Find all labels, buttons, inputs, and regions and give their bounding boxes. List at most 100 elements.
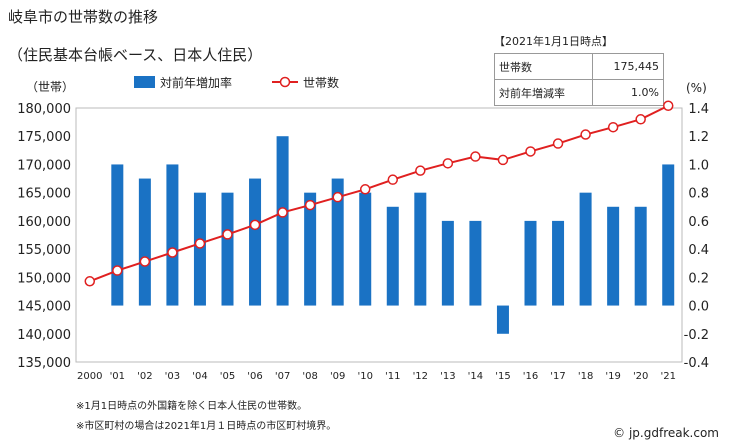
- bar: [138, 178, 151, 306]
- x-tick-label: '17: [550, 371, 565, 382]
- footnote-1: ※1月1日時点の外国籍を除く日本人住民の世帯数。: [76, 401, 308, 412]
- line-point: [277, 207, 288, 218]
- info-value: 1.0%: [591, 79, 665, 106]
- legend-line-marker: [279, 76, 291, 88]
- x-tick-label: '06: [247, 371, 262, 382]
- right-tick-label: -0.4: [684, 356, 709, 371]
- left-tick-label: 160,000: [17, 215, 71, 230]
- x-tick-label: '12: [413, 371, 428, 382]
- bar: [441, 220, 454, 306]
- line-point: [139, 256, 151, 267]
- bar: [359, 192, 372, 306]
- left-axis-unit: （世帯）: [26, 80, 74, 94]
- x-tick-label: '14: [468, 371, 483, 382]
- bar: [304, 192, 317, 306]
- bar: [469, 220, 482, 306]
- bar: [111, 164, 124, 306]
- bar: [193, 192, 206, 306]
- line-point: [662, 100, 674, 111]
- right-tick-label: 0.4: [688, 243, 709, 258]
- chart-subtitle: （住民基本台帳ベース、日本人住民）: [8, 46, 263, 64]
- line-point: [415, 165, 426, 176]
- x-tick-label: '16: [523, 371, 538, 382]
- right-tick-label: 1.2: [688, 130, 709, 145]
- line-point: [442, 158, 454, 169]
- left-tick-label: 150,000: [17, 271, 71, 286]
- line-point: [359, 184, 371, 195]
- x-tick-label: '21: [660, 371, 675, 382]
- legend-line-label: 世帯数: [303, 75, 339, 90]
- bar: [249, 178, 262, 306]
- left-tick-label: 180,000: [17, 102, 71, 117]
- bar: [634, 206, 647, 306]
- line-point: [332, 191, 343, 203]
- info-row-households: 世帯数 175,445: [494, 53, 665, 80]
- line-point: [497, 154, 509, 166]
- bar: [662, 164, 675, 306]
- x-tick-label: '05: [220, 371, 235, 382]
- bar: [221, 192, 234, 306]
- x-tick-label: '04: [192, 371, 207, 382]
- line-point: [249, 219, 261, 231]
- line-point: [84, 276, 96, 287]
- bar: [414, 192, 427, 306]
- right-tick-label: 0.6: [688, 215, 709, 230]
- bar: [276, 136, 289, 306]
- x-tick-label: '02: [137, 371, 152, 382]
- bar: [386, 206, 399, 306]
- x-tick-label: '11: [385, 371, 400, 382]
- left-tick-label: 175,000: [17, 130, 71, 145]
- right-tick-label: 0.8: [688, 187, 709, 202]
- left-tick-label: 155,000: [17, 243, 71, 258]
- line-point: [635, 114, 646, 125]
- line-point: [167, 247, 178, 258]
- info-label: 世帯数: [494, 53, 593, 80]
- left-tick-label: 140,000: [17, 328, 71, 343]
- line-point: [304, 199, 316, 211]
- left-tick-label: 165,000: [17, 187, 71, 202]
- left-tick-label: 170,000: [17, 158, 71, 173]
- line-point: [194, 238, 206, 249]
- right-tick-label: 1.0: [688, 158, 709, 173]
- bar: [579, 192, 592, 306]
- x-tick-label: '07: [275, 371, 290, 382]
- info-value: 175,445: [591, 53, 665, 80]
- left-tick-label: 145,000: [17, 300, 71, 315]
- bar: [166, 164, 179, 306]
- legend-bar-swatch: [134, 76, 155, 88]
- right-axis-unit: (%): [686, 81, 707, 95]
- info-label: 対前年増減率: [494, 79, 593, 106]
- line-point: [470, 151, 481, 162]
- line-point: [607, 121, 619, 133]
- bar: [552, 220, 565, 306]
- info-heading: 【2021年1月1日時点】: [494, 35, 613, 48]
- plot-frame: [75, 107, 683, 363]
- x-tick-label: '20: [633, 371, 648, 382]
- x-tick-label: '09: [330, 371, 345, 382]
- info-table: 世帯数 175,445 対前年増減率 1.0%: [494, 53, 665, 106]
- line-point: [112, 265, 123, 276]
- x-tick-label: '03: [165, 371, 180, 382]
- x-tick-label: '08: [302, 371, 317, 382]
- right-tick-label: 1.4: [688, 102, 709, 117]
- x-tick-label: '19: [605, 371, 620, 382]
- bar: [496, 305, 509, 334]
- chart-title: 岐阜市の世帯数の推移: [8, 8, 159, 26]
- info-row-rate: 対前年増減率 1.0%: [494, 79, 665, 106]
- line-point: [580, 129, 591, 140]
- legend-bar-label: 対前年増加率: [160, 75, 232, 90]
- right-tick-label: 0.2: [688, 271, 709, 286]
- bar: [524, 220, 537, 306]
- x-tick-label: '10: [357, 371, 372, 382]
- x-tick-label: '15: [495, 371, 510, 382]
- line-point: [525, 146, 536, 157]
- household-line: [89, 104, 669, 283]
- line-point: [222, 229, 233, 240]
- bar: [607, 206, 620, 306]
- right-tick-label: -0.2: [684, 328, 709, 343]
- line-point: [387, 174, 399, 185]
- right-tick-label: 0.0: [688, 300, 709, 315]
- left-tick-label: 135,000: [17, 356, 71, 371]
- bar: [331, 178, 344, 306]
